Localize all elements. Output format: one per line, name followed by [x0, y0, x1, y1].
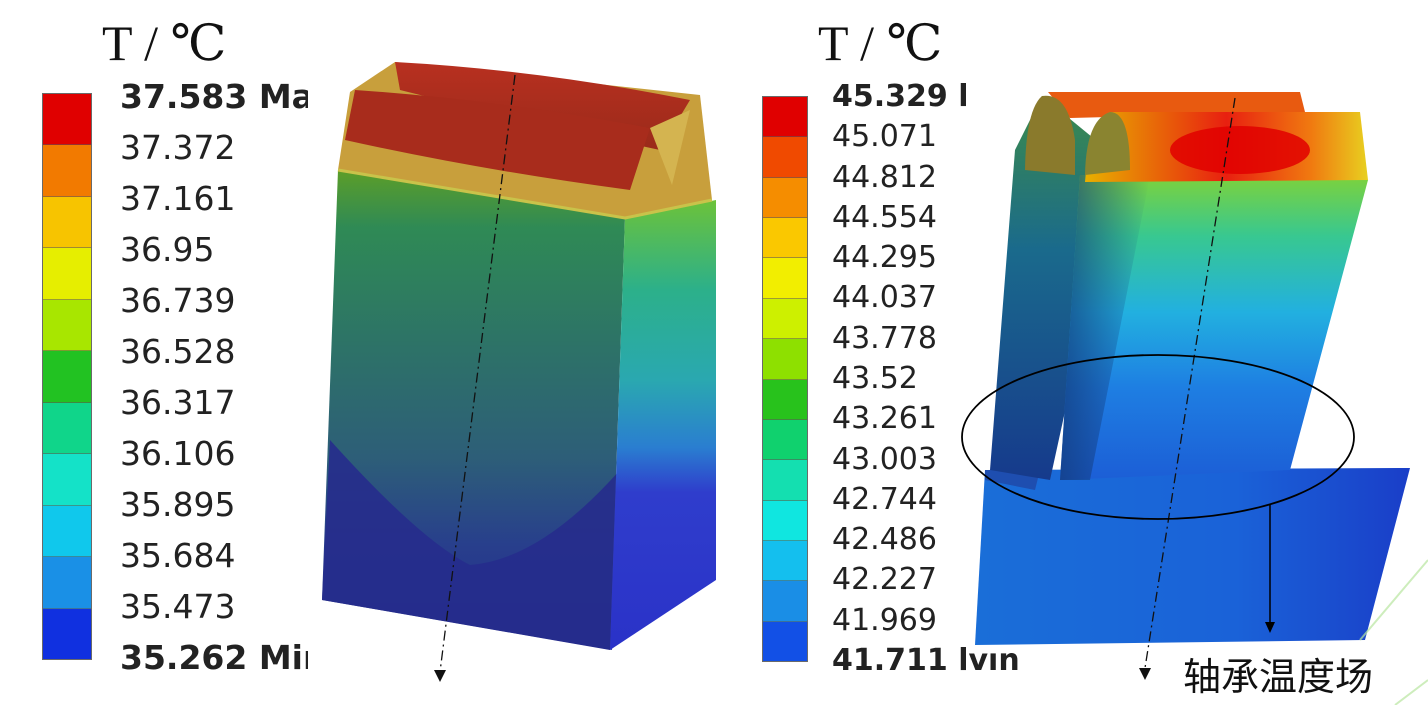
left-model-groove	[650, 110, 690, 185]
legend-label: 35.895	[120, 485, 236, 524]
left-colorbar-band	[43, 608, 91, 659]
right-axis-line	[1144, 97, 1236, 669]
right-colorbar-band	[763, 218, 807, 259]
legend-label: 43.52	[832, 360, 918, 396]
right-model-bearing-right	[1085, 112, 1130, 175]
legend-label: 36.95	[120, 230, 215, 269]
right-colorbar	[762, 96, 808, 662]
left-model-side	[610, 200, 716, 650]
right-colorbar-band	[763, 379, 807, 420]
right-panel: T / ℃ 45.329 l 45.071 44.812 44.554 44.2…	[710, 0, 1428, 705]
right-colorbar-band	[763, 339, 807, 380]
right-model-hotspot	[1170, 126, 1310, 174]
legend-label: 42.227	[832, 562, 937, 598]
legend-label: 41.969	[832, 602, 937, 638]
legend-label: 42.744	[832, 481, 937, 517]
left-colorbar-band	[43, 94, 91, 146]
arrow-down-icon	[1139, 668, 1151, 680]
left-unit-label: T / ℃	[102, 15, 227, 71]
right-model-crown-back	[1048, 92, 1305, 118]
legend-label: 42.486	[832, 522, 937, 558]
right-colorbar-band	[763, 621, 807, 662]
left-colorbar-band	[43, 557, 91, 609]
right-colorbar-band	[763, 258, 807, 299]
left-colorbar-band	[43, 454, 91, 506]
right-bearing-model	[961, 92, 1428, 705]
legend-label: 41.711 lvın	[832, 642, 1020, 676]
right-colorbar-band	[763, 581, 807, 622]
arrow-down-icon	[434, 670, 446, 682]
right-model-bearing-left	[1025, 95, 1075, 175]
legend-label: 43.003	[832, 441, 937, 477]
annotation-ellipse	[961, 354, 1355, 520]
legend-label: 44.037	[832, 280, 937, 316]
legend-label: 44.295	[832, 240, 937, 276]
legend-label: 35.684	[120, 536, 236, 575]
left-colorbar-band	[43, 145, 91, 197]
left-colorbar	[42, 93, 92, 660]
legend-label: 35.262 Mir	[120, 638, 308, 674]
decorative-lines	[1359, 559, 1428, 705]
right-colorbar-band	[763, 500, 807, 541]
right-model-column-front	[1060, 175, 1368, 480]
left-colorbar-band	[43, 505, 91, 558]
right-model-base	[975, 468, 1410, 645]
right-colorbar-band	[763, 419, 807, 461]
legend-label: 35.473	[120, 587, 236, 626]
legend-label: 45.329 l	[832, 82, 969, 114]
left-colorbar-band	[43, 299, 91, 352]
legend-label: 37.161	[120, 179, 236, 218]
legend-label: 43.261	[832, 401, 937, 437]
left-model-crown-edge	[337, 168, 713, 220]
left-colorbar-band	[43, 351, 91, 403]
legend-label: 36.317	[120, 383, 236, 422]
legend-label: 43.778	[832, 320, 937, 356]
left-model-ridge-2	[345, 90, 650, 190]
right-colorbar-band	[763, 298, 807, 340]
left-colorbar-band	[43, 402, 91, 455]
right-colorbar-band	[763, 540, 807, 582]
right-colorbar-band	[763, 137, 807, 178]
right-colorbar-band	[763, 460, 807, 501]
legend-label: 45.071	[832, 119, 937, 155]
left-axis-line	[439, 74, 516, 673]
left-bearing-model	[322, 62, 716, 682]
left-colorbar-band	[43, 248, 91, 300]
right-colorbar-band	[763, 177, 807, 219]
right-model-column-shade	[1060, 175, 1150, 480]
arrow-down-icon	[1265, 622, 1275, 633]
legend-label: 36.106	[120, 434, 236, 473]
left-model-cold-zone	[322, 440, 620, 650]
right-unit-label: T / ℃	[818, 15, 943, 71]
legend-label: 36.739	[120, 281, 236, 320]
right-legend-labels: 45.329 l 45.071 44.812 44.554 44.295 44.…	[832, 82, 1028, 676]
legend-label: 37.583 Ma	[120, 80, 308, 116]
caption-bearing-temperature-field: 轴承温度场	[1183, 655, 1374, 699]
left-legend-labels: 37.583 Ma 37.372 37.161 36.95 36.739 36.…	[120, 80, 308, 674]
left-panel: T / ℃ 37.583 Ma 37.372 37.161 36.95 36.7…	[0, 0, 716, 705]
right-colorbar-band	[763, 97, 807, 138]
legend-label: 44.554	[832, 199, 937, 235]
legend-label: 37.372	[120, 128, 236, 167]
legend-label: 44.812	[832, 159, 937, 195]
left-colorbar-band	[43, 196, 91, 249]
legend-label: 36.528	[120, 332, 236, 371]
